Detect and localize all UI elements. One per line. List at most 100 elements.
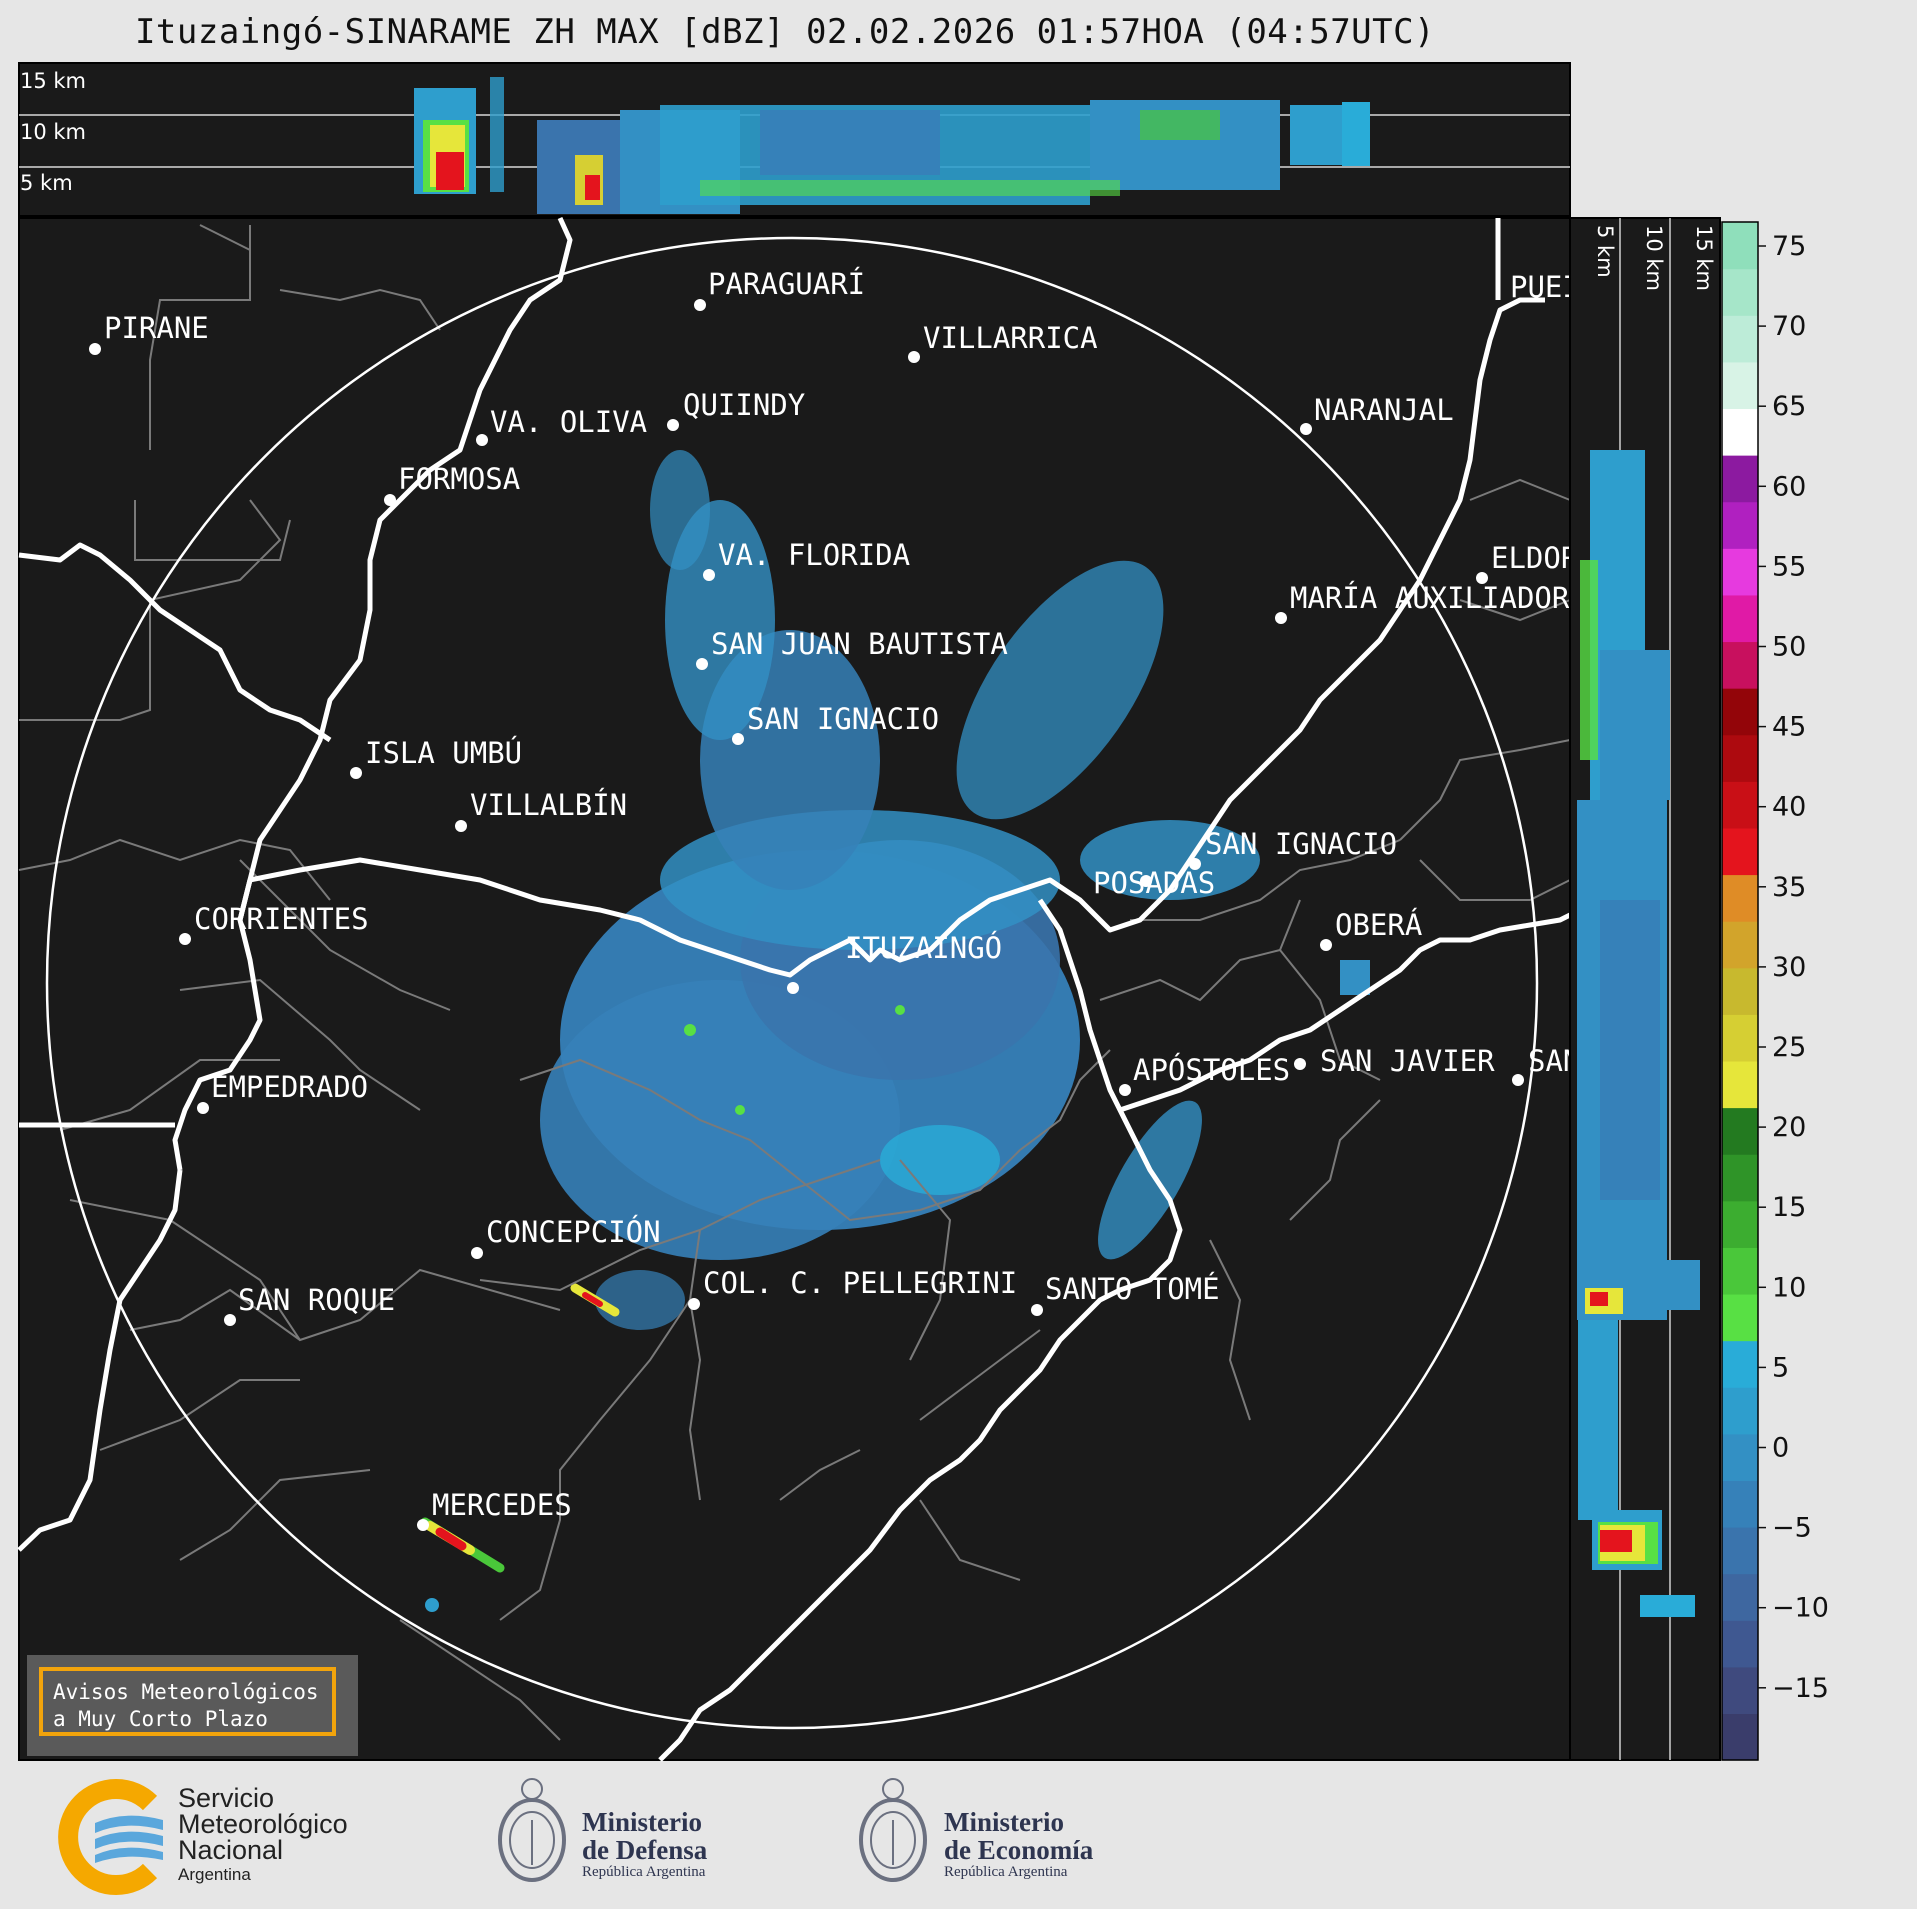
smn-text-1: Servicio <box>178 1783 275 1813</box>
colorbar-band <box>1722 1387 1758 1435</box>
smn-text-4: Argentina <box>178 1865 251 1884</box>
colorbar-tick-label: 55 <box>1772 551 1806 582</box>
city-label-corrientes: CORRIENTES <box>194 902 369 936</box>
smn-logo-text: Servicio Meteorológico Nacional Argentin… <box>178 1785 348 1885</box>
colorbar-tick-label: 20 <box>1772 1112 1806 1143</box>
city-label-puerto: PUEI <box>1510 270 1580 304</box>
colorbar-band <box>1722 1713 1758 1761</box>
colorbar-band <box>1722 827 1758 876</box>
admin-boundaries <box>18 224 1571 1741</box>
colorbar-tick-label: 60 <box>1772 471 1806 502</box>
colorbar-tick-label: 30 <box>1772 952 1806 983</box>
colorbar-tick-label: 70 <box>1772 311 1806 342</box>
colorbar-band <box>1722 1293 1758 1342</box>
right-alt-label-10: 10 km <box>1642 225 1666 291</box>
city-label-mercedes: MERCEDES <box>432 1488 572 1522</box>
colorbar-band <box>1722 688 1758 736</box>
colorbar-frame <box>1721 221 1759 1761</box>
economia-seal-icon <box>859 1778 927 1882</box>
colorbar-tick-label: −5 <box>1772 1513 1812 1544</box>
defensa-text-1: Ministerio <box>582 1807 702 1837</box>
colorbar-band <box>1722 1340 1758 1388</box>
colorbar-band <box>1722 781 1758 829</box>
city-label-quiindy: QUIINDY <box>683 388 805 422</box>
colorbar-band <box>1722 921 1758 969</box>
city-label-san-javier: SAN JAVIER <box>1320 1044 1495 1078</box>
colorbar-band <box>1722 1526 1758 1575</box>
colorbar-band <box>1722 1247 1758 1295</box>
colorbar-band <box>1722 408 1758 456</box>
colorbar-tick-label: 5 <box>1772 1352 1789 1383</box>
colorbar-tick-label: 50 <box>1772 632 1806 663</box>
top-alt-label-5: 5 km <box>20 171 73 195</box>
colorbar-band <box>1722 268 1758 316</box>
river-borders <box>17 216 1572 1762</box>
colorbar-band <box>1722 1666 1758 1714</box>
city-label-paraguari: PARAGUARÍ <box>708 267 865 301</box>
alert-line-2: a Muy Corto Plazo <box>53 1707 268 1731</box>
city-labels: PIRANE PARAGUARÍ VILLARRICA VA. OLIVA QU… <box>104 267 1631 1522</box>
colorbar-band <box>1722 1480 1758 1528</box>
map-title: Ituzaingó-SINARAME ZH MAX [dBZ] 02.02.20… <box>134 12 1436 52</box>
colorbar-band <box>1722 1433 1758 1481</box>
smn-logo-icon <box>58 1779 163 1895</box>
colorbar-tick-label: 25 <box>1772 1032 1806 1063</box>
right-alt-label-15: 15 km <box>1692 225 1716 291</box>
colorbar-band <box>1722 501 1758 549</box>
colorbar-band <box>1722 1154 1758 1202</box>
colorbar-tick-label: 35 <box>1772 872 1806 903</box>
defensa-text: Ministerio de Defensa República Argentin… <box>582 1808 707 1881</box>
colorbar-tick-label: 45 <box>1772 712 1806 743</box>
economia-text: Ministerio de Economía República Argenti… <box>944 1808 1093 1881</box>
colorbar-tick-label: 75 <box>1772 231 1806 262</box>
colorbar-tick-label: 0 <box>1772 1433 1789 1464</box>
colorbar-tick-label: 40 <box>1772 792 1806 823</box>
city-label-empedrado: EMPEDRADO <box>211 1070 368 1104</box>
city-label-santo-tome: SANTO TOMÉ <box>1045 1272 1220 1306</box>
right-echoes <box>1577 450 1700 1617</box>
city-label-san-roque: SAN ROQUE <box>238 1283 395 1317</box>
colorbar-band <box>1722 361 1758 410</box>
colorbar-band <box>1722 874 1758 922</box>
colorbar-band <box>1722 455 1758 503</box>
city-label-va-florida: VA. FLORIDA <box>718 538 910 572</box>
city-label-concepcion: CONCEPCIÓN <box>486 1215 661 1249</box>
colorbar-band <box>1722 1060 1758 1109</box>
colorbar-band <box>1722 315 1758 363</box>
top-echoes <box>414 77 1370 214</box>
colorbar-band <box>1722 548 1758 596</box>
economia-text-2: de Economía <box>944 1835 1094 1865</box>
city-label-san-ignacio-py: SAN IGNACIO <box>747 702 939 736</box>
city-label-ituzaingo: ITUZAINGÓ <box>845 931 1002 965</box>
city-label-villalbin: VILLALBÍN <box>470 788 627 822</box>
city-label-pirane: PIRANE <box>104 311 209 345</box>
colorbar-band <box>1722 1573 1758 1621</box>
colorbar-band <box>1722 594 1758 643</box>
colorbar-tick-label: 15 <box>1772 1192 1806 1223</box>
colorbar-band <box>1722 222 1758 270</box>
defensa-text-3: República Argentina <box>582 1864 706 1880</box>
economia-text-3: República Argentina <box>944 1864 1068 1880</box>
economia-text-1: Ministerio <box>944 1807 1064 1837</box>
city-label-obera: OBERÁ <box>1335 908 1422 942</box>
defensa-text-2: de Defensa <box>582 1835 708 1865</box>
alert-background <box>27 1655 358 1756</box>
city-label-villarrica: VILLARRICA <box>923 321 1098 355</box>
city-label-apostoles: APÓSTOLES <box>1133 1053 1290 1087</box>
city-label-maria-auxiliadora: MARÍA AUXILIADORA <box>1290 581 1587 615</box>
colorbar-band <box>1722 1620 1758 1668</box>
alert-line-1: Avisos Meteorológicos <box>53 1680 319 1704</box>
city-label-col-pellegrini: COL. C. PELLEGRINI <box>703 1266 1017 1300</box>
colorbar-band <box>1722 1107 1758 1155</box>
city-label-posadas: POSADAS <box>1093 866 1215 900</box>
colorbar <box>1722 222 1758 1761</box>
city-label-formosa: FORMOSA <box>398 462 520 496</box>
alert-box[interactable]: Avisos Meteorológicos a Muy Corto Plazo <box>39 1667 336 1736</box>
city-label-naranjal: NARANJAL <box>1314 393 1454 427</box>
colorbar-band <box>1722 1200 1758 1248</box>
right-alt-label-5: 5 km <box>1593 225 1617 278</box>
precipitation-echoes <box>420 450 1370 1612</box>
city-label-isla-umbu: ISLA UMBÚ <box>365 736 522 770</box>
smn-text-3: Nacional <box>178 1835 284 1865</box>
